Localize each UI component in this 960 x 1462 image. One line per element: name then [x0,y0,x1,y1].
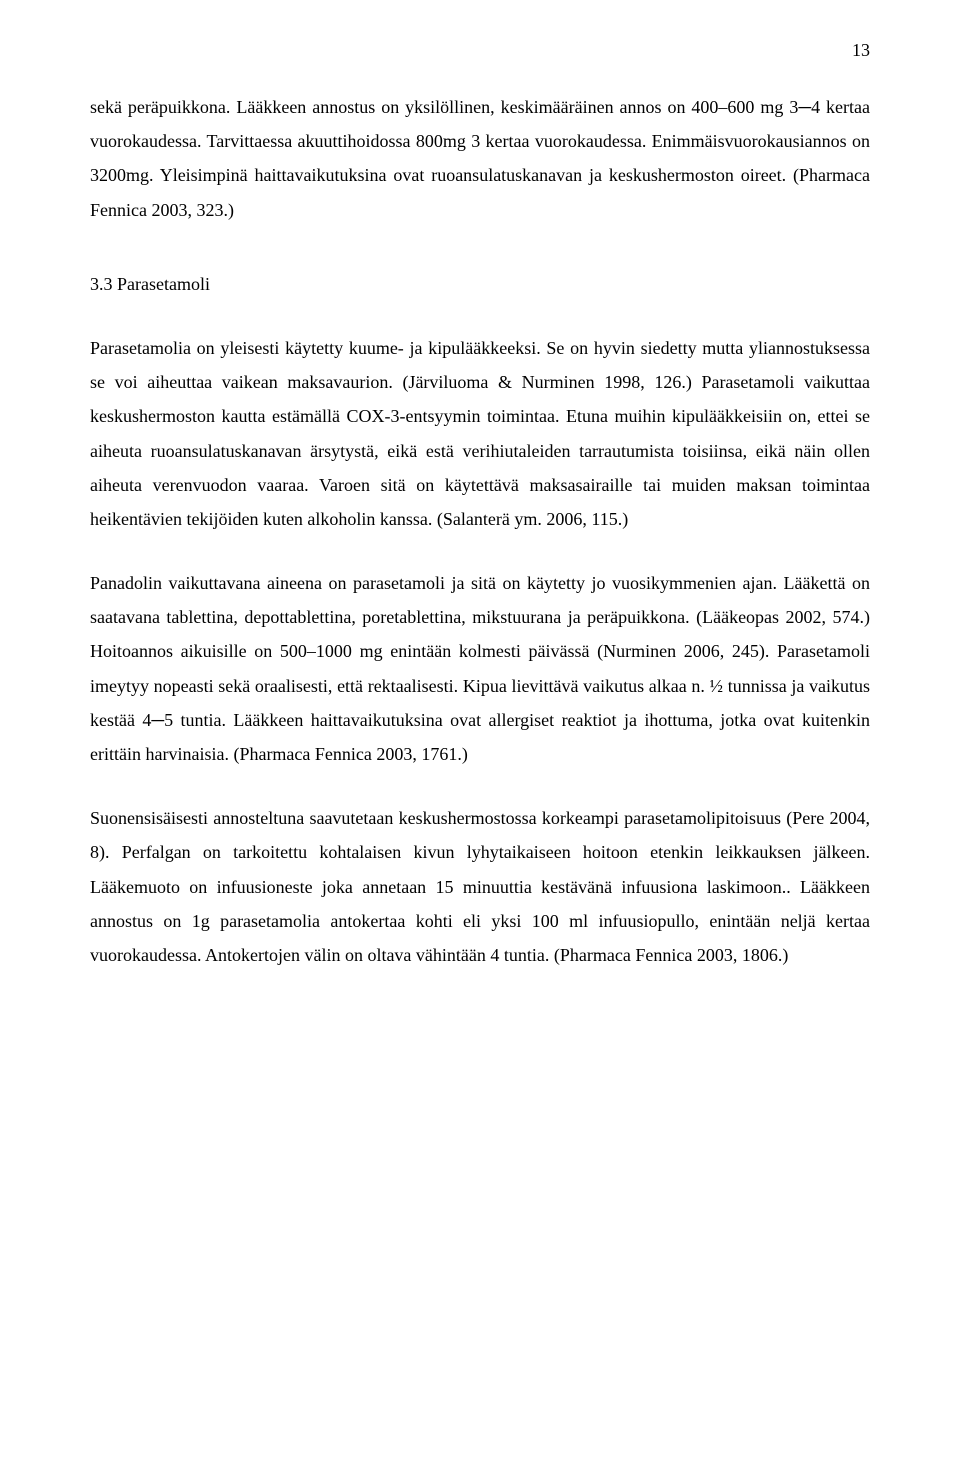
section-heading: 3.3 Parasetamoli [90,267,870,301]
body-paragraph: Parasetamolia on yleisesti käytetty kuum… [90,331,870,536]
body-paragraph: Panadolin vaikuttavana aineena on parase… [90,566,870,771]
page-number: 13 [852,40,870,61]
body-paragraph: Suonensisäisesti annosteltuna saavutetaa… [90,801,870,972]
document-page: 13 sekä peräpuikkona. Lääkkeen annostus … [0,0,960,1462]
body-paragraph: sekä peräpuikkona. Lääkkeen annostus on … [90,90,870,227]
